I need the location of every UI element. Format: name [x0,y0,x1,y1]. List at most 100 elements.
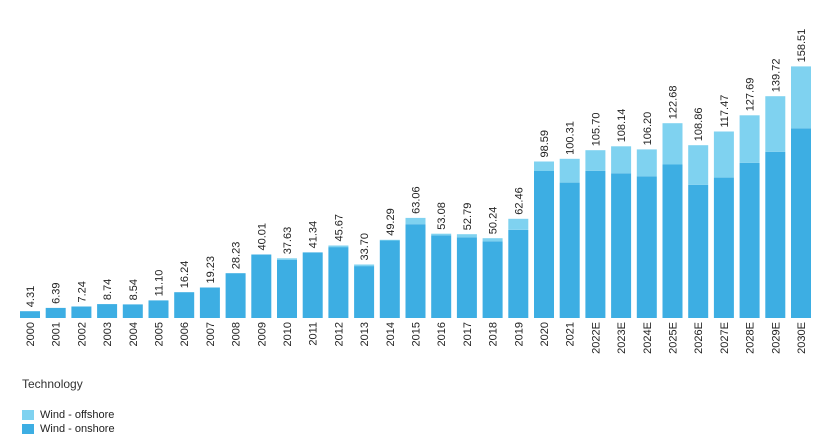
bar-onshore-2028E[interactable] [739,162,760,318]
bar-onshore-2024E[interactable] [636,176,657,318]
data-label-2004: 8.54 [128,279,140,300]
bar-offshore-2017[interactable] [456,234,477,238]
bar-offshore-2027E[interactable] [713,131,734,178]
bar-offshore-2024E[interactable] [636,149,657,177]
bar-onshore-2003[interactable] [97,304,118,318]
bar-onshore-2004[interactable] [122,304,143,318]
legend: Technology Wind - offshore Wind - onshor… [22,377,115,436]
bar-onshore-2021[interactable] [559,182,580,318]
data-label-2021: 100.31 [565,121,577,155]
data-label-2022E: 105.70 [590,113,602,147]
bar-offshore-2012[interactable] [328,245,349,248]
bar-onshore-2012[interactable] [328,247,349,318]
bar-offshore-2021[interactable] [559,158,580,183]
bar-offshore-2026E[interactable] [688,145,709,185]
x-tick-2023E: 2023E [616,322,628,354]
bar-offshore-2013[interactable] [354,264,375,267]
bar-onshore-2000[interactable] [20,311,40,318]
bar-onshore-2023E[interactable] [611,173,632,318]
data-label-2023E: 108.14 [616,109,628,143]
data-label-2012: 45.67 [333,214,345,242]
x-tick-2015: 2015 [411,322,423,346]
x-tick-2005: 2005 [154,322,166,346]
bar-onshore-2030E[interactable] [791,128,811,318]
x-tick-2008: 2008 [231,322,243,346]
legend-item-onshore[interactable]: Wind - onshore [22,422,115,436]
bar-onshore-2011[interactable] [302,252,323,318]
bar-offshore-2025E[interactable] [662,123,683,165]
x-tick-2027E: 2027E [719,322,731,354]
data-label-2020: 98.59 [539,130,551,158]
x-tick-2022E: 2022E [590,322,602,354]
bar-offshore-2015[interactable] [405,217,426,225]
bar-onshore-2013[interactable] [354,266,375,318]
bar-onshore-2017[interactable] [456,237,477,318]
x-tick-2010: 2010 [282,322,294,346]
bar-offshore-2019[interactable] [508,218,529,230]
bar-onshore-2020[interactable] [534,171,554,318]
x-tick-2018: 2018 [488,322,500,346]
legend-swatch-offshore [22,410,34,420]
legend-item-offshore[interactable]: Wind - offshore [22,408,115,422]
bar-onshore-2018[interactable] [482,241,503,318]
bar-offshore-2010[interactable] [277,258,297,260]
data-label-2027E: 117.47 [719,95,731,128]
x-tick-2028E: 2028E [745,322,757,354]
data-label-2026E: 108.86 [693,108,705,142]
data-label-2003: 8.74 [102,279,114,300]
x-tick-2016: 2016 [436,322,448,346]
x-tick-2002: 2002 [76,322,88,346]
data-label-2005: 11.10 [154,270,166,297]
data-label-2009: 40.01 [256,223,268,251]
x-tick-2012: 2012 [333,322,345,346]
legend-label-offshore: Wind - offshore [40,409,115,421]
data-label-2010: 37.63 [282,227,294,255]
bar-offshore-2016[interactable] [431,233,452,236]
x-tick-2020: 2020 [539,322,551,346]
data-label-2006: 16.24 [179,261,191,289]
bar-onshore-2014[interactable] [379,240,400,319]
bar-offshore-2029E[interactable] [765,96,786,152]
bar-onshore-2005[interactable] [148,300,169,318]
bar-onshore-2010[interactable] [277,259,297,318]
bar-onshore-2019[interactable] [508,230,529,318]
bar-onshore-2016[interactable] [431,235,452,318]
x-tick-2019: 2019 [513,322,525,346]
data-label-2017: 52.79 [462,203,474,231]
bar-onshore-2025E[interactable] [662,164,683,319]
bar-onshore-2007[interactable] [199,287,220,319]
bar-offshore-2030E[interactable] [791,66,811,129]
x-tick-2001: 2001 [51,322,63,346]
bar-onshore-2009[interactable] [251,254,272,319]
data-label-2016: 53.08 [436,202,448,230]
bar-offshore-2020[interactable] [534,161,554,172]
bar-onshore-2026E[interactable] [688,184,709,318]
x-tick-2004: 2004 [128,322,140,346]
x-tick-2026E: 2026E [693,322,705,354]
bar-chart: 4.31 6.39 7.24 8.74 8.54 11.10 16.24 19.23 28.23… [20,29,811,354]
x-tick-2000: 2000 [25,322,37,346]
legend-swatch-onshore [22,424,34,434]
x-tick-2025E: 2025E [668,322,680,354]
bar-onshore-2029E[interactable] [765,151,786,318]
bar-onshore-2022E[interactable] [585,170,606,318]
data-label-group: 4.31 6.39 7.24 8.74 8.54 11.10 16.24 19.23 28.23… [25,29,808,307]
bar-offshore-2018[interactable] [482,238,503,242]
bar-offshore-2022E[interactable] [585,150,606,171]
bar-onshore-2008[interactable] [225,273,246,318]
bar-offshore-2028E[interactable] [739,115,760,163]
bar-onshore-2006[interactable] [174,292,195,318]
bar-offshore-2023E[interactable] [611,146,632,174]
bar-offshore-2014[interactable] [379,239,400,241]
bar-onshore-2002[interactable] [71,306,92,319]
data-label-2019: 62.46 [513,187,525,215]
x-tick-2009: 2009 [256,322,268,346]
x-tick-2013: 2013 [359,322,371,346]
bar-onshore-2015[interactable] [405,224,426,318]
bar-onshore-2001[interactable] [45,307,66,318]
data-label-2013: 33.70 [359,233,371,261]
data-label-2030E: 158.51 [796,29,808,63]
bar-onshore-2027E[interactable] [713,177,734,318]
data-label-2007: 19.23 [205,256,217,284]
x-tick-group: 2000 2001 2002 2003 2004 2005 2006 2007 2008 2009… [25,322,808,354]
